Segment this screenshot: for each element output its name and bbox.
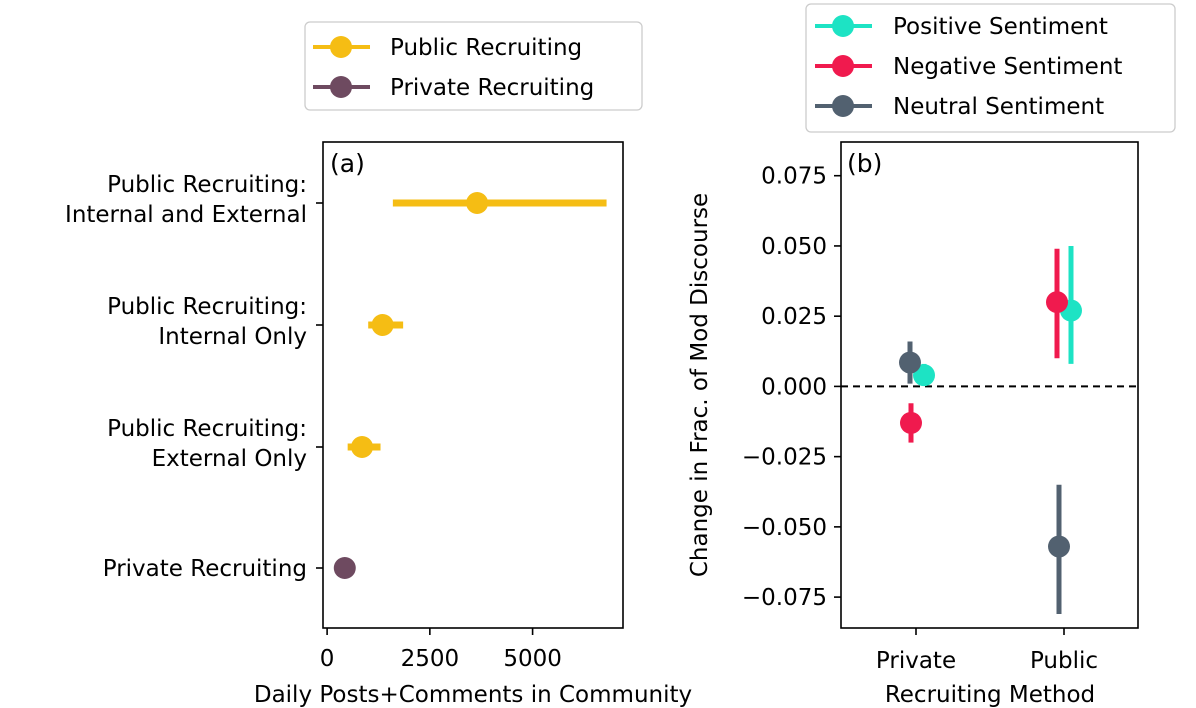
y-tick-label-b: −0.075 (742, 585, 827, 611)
legend-item: Public Recruiting (313, 35, 582, 61)
data-point (466, 192, 489, 214)
legend-box-a (304, 21, 643, 111)
y-tick-label-b: −0.025 (742, 445, 827, 471)
legend-box-b (805, 3, 1176, 133)
x-tick-label-b: Private (876, 648, 956, 674)
y-tick-label-b: 0.000 (761, 374, 827, 400)
y-tick-label-b: 0.075 (761, 164, 827, 190)
x-tick-label-a: 0 (320, 646, 335, 672)
data-point (351, 436, 374, 458)
y-axis-label-b: Change in Frac. of Mod Discourse (687, 193, 713, 577)
data-point (913, 364, 935, 387)
plot-frame-a (322, 141, 624, 629)
legend-marker (832, 95, 854, 117)
x-tick-label-a: 2500 (401, 646, 460, 672)
data-point (333, 557, 356, 579)
legend-item: Negative Sentiment (815, 54, 1122, 80)
legend-item: Private Recruiting (313, 75, 594, 101)
x-axis-label-a: Daily Posts+Comments in Community (254, 682, 692, 708)
data-point (371, 314, 394, 336)
legend-label: Negative Sentiment (893, 54, 1122, 80)
legend-b: Positive Sentiment Negative Sentiment Neut… (805, 3, 1176, 133)
panel-label-a: (a) (330, 149, 365, 178)
legend-item: Positive Sentiment (815, 14, 1108, 40)
legend-label: Positive Sentiment (893, 14, 1108, 40)
data-point (1046, 291, 1068, 314)
legend-label: Private Recruiting (390, 75, 594, 101)
data-point (900, 411, 922, 434)
x-axis-label-b: Recruiting Method (885, 682, 1095, 708)
y-tick-label-b: −0.050 (742, 515, 827, 541)
category-label: Public Recruiting: Internal Only (107, 294, 307, 350)
x-tick-label-a: 5000 (503, 646, 562, 672)
x-tick-label-b: Public (1030, 648, 1098, 674)
panel-label-b: (b) (847, 149, 882, 178)
category-label: Private Recruiting (103, 556, 307, 582)
y-tick-label-b: 0.025 (761, 304, 827, 330)
panel-b: 0.075 0.050 0.025 0.000 −0.025 −0.050 −0.075 Pr… (687, 3, 1176, 708)
legend-item: Neutral Sentiment (815, 94, 1104, 120)
legend-marker (832, 15, 854, 37)
plot-frame-b (840, 141, 1139, 629)
legend-marker (330, 36, 352, 58)
category-label: Public Recruiting: External Only (107, 416, 307, 472)
category-label: Public Recruiting: Internal and External (65, 172, 307, 228)
legend-a: Public Recruiting Private Recruiting (304, 21, 643, 111)
data-point (899, 351, 921, 374)
data-point (1048, 535, 1070, 558)
panel-a: 0 2500 5000 Daily Posts+Comments in Communi… (65, 21, 692, 708)
legend-marker (832, 55, 854, 77)
legend-label: Neutral Sentiment (893, 94, 1104, 120)
legend-marker (330, 76, 352, 98)
y-tick-label-b: 0.050 (761, 234, 827, 260)
legend-label: Public Recruiting (390, 35, 582, 61)
